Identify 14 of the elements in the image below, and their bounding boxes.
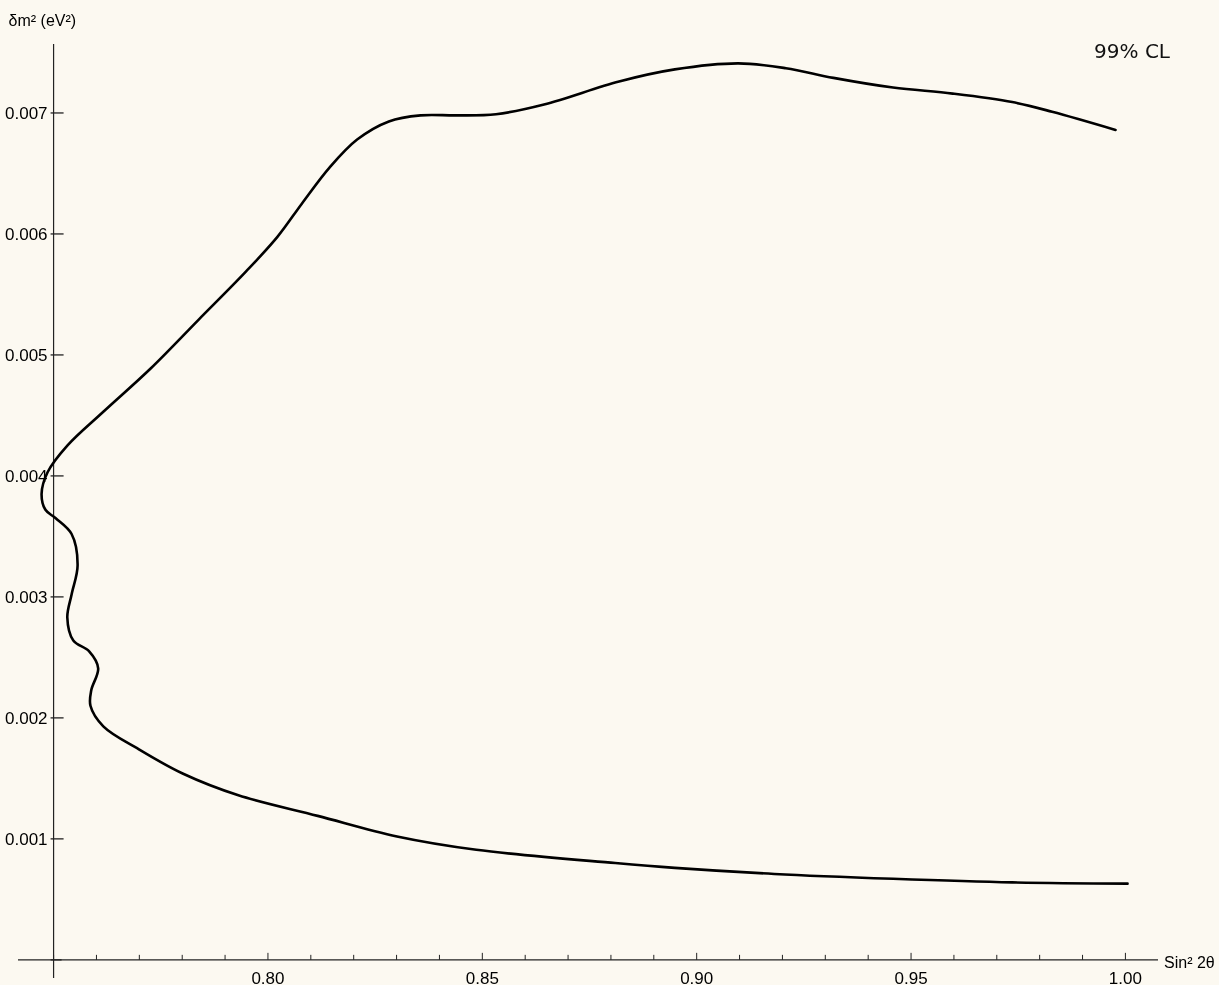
x-axis-title: Sin² 2θ <box>1164 953 1215 971</box>
annotation: 99% CL <box>1094 39 1171 63</box>
x-tick-label: 1.00 <box>1108 968 1142 985</box>
x-tick-label: 0.90 <box>680 968 714 985</box>
x-tick-label: 0.95 <box>894 968 928 985</box>
y-tick-label: 0.003 <box>5 587 48 607</box>
y-tick-label: 0.007 <box>5 103 48 123</box>
y-tick-label: 0.006 <box>5 224 48 244</box>
x-tick-label: 0.80 <box>251 968 285 985</box>
y-tick-label: 0.002 <box>5 708 48 728</box>
y-tick-label: 0.005 <box>5 345 48 365</box>
y-axis-title: δm² (eV²) <box>8 12 77 29</box>
x-tick-label: 0.85 <box>465 968 499 985</box>
y-tick-label: 0.001 <box>5 829 48 849</box>
